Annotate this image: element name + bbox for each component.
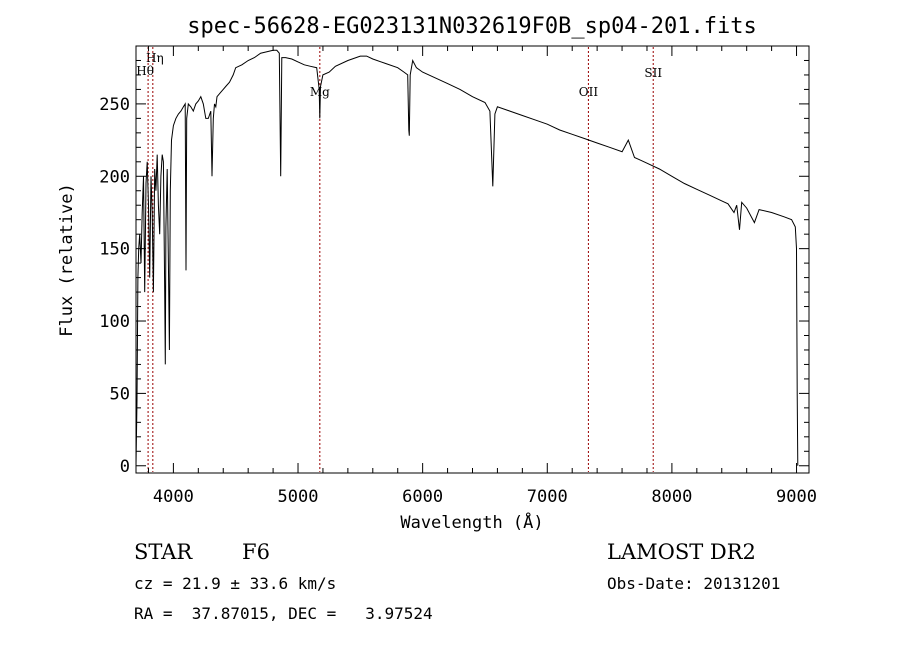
- y-axis-label: Flux (relative): [57, 183, 77, 337]
- coordinates-readout: RA = 37.87015, DEC = 3.97524: [134, 604, 433, 623]
- axis-ticks: 4000 5000 6000 7000 8000 9000 0 50 100 150 200 250: [99, 46, 817, 507]
- subclass-label: F6: [242, 540, 270, 564]
- line-marker-label: SII: [644, 66, 662, 80]
- plot-frame: [135, 45, 810, 474]
- y-tick-label: 200: [99, 167, 130, 187]
- y-tick-label: 150: [99, 240, 130, 260]
- y-tick-label: 0: [120, 457, 130, 477]
- x-tick-label: 4000: [153, 487, 194, 507]
- x-tick-label: 5000: [278, 487, 319, 507]
- x-tick-label: 8000: [651, 487, 692, 507]
- x-axis-label: Wavelength (Å): [400, 511, 543, 533]
- chart-title: spec-56628-EG023131N032619F0B_sp04-201.f…: [187, 14, 757, 39]
- line-marker-label: Hθ: [136, 64, 154, 78]
- x-tick-label: 6000: [402, 487, 443, 507]
- spectrum-line: [135, 49, 799, 466]
- y-tick-label: 50: [110, 384, 130, 404]
- obs-date-readout: Obs-Date: 20131201: [607, 574, 781, 593]
- redshift-readout: cz = 21.9 ± 33.6 km/s: [134, 574, 337, 593]
- survey-label: LAMOST DR2: [607, 540, 756, 564]
- line-marker-label: OII: [579, 85, 599, 99]
- line-marker-label: Hη: [146, 51, 164, 65]
- x-tick-label: 9000: [776, 487, 817, 507]
- y-tick-label: 100: [99, 312, 130, 332]
- x-tick-label: 7000: [527, 487, 568, 507]
- y-tick-label: 250: [99, 95, 130, 115]
- class-label: STAR: [134, 540, 193, 564]
